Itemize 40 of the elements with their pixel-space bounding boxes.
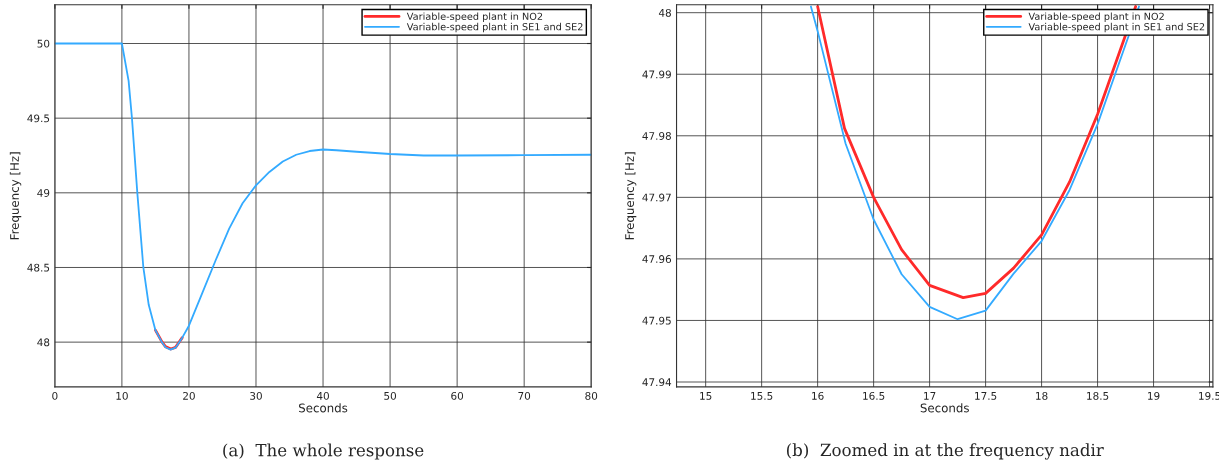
y-axis-title: Frequency [Hz] xyxy=(624,152,637,240)
y-tick-label: 49.5 xyxy=(27,114,50,123)
x-tick-label: 16.5 xyxy=(863,391,885,400)
x-tick-label: 20 xyxy=(183,391,195,400)
legend-label: Variable-speed plant in NO2 xyxy=(1028,12,1164,22)
x-tick-label: 15.5 xyxy=(751,392,773,400)
y-tick-label: 47.94 xyxy=(642,378,672,387)
x-tick-label: 40 xyxy=(316,391,329,400)
x-tick-label: 18 xyxy=(1036,391,1048,400)
y-axis-title: Frequency [Hz] xyxy=(9,152,22,240)
x-tick-label: 70 xyxy=(518,391,531,400)
y-tick-label: 47.96 xyxy=(642,255,672,263)
y-tick-label: 47.97 xyxy=(642,193,671,202)
y-tick-label: 48.5 xyxy=(27,263,50,272)
x-tick-label: 17.5 xyxy=(975,392,997,400)
text: (a) The whole response xyxy=(223,443,424,460)
x-tick-label: 0 xyxy=(52,391,58,400)
x-tick-label: 30 xyxy=(250,391,262,400)
y-tick-label: 48 xyxy=(658,8,671,17)
y-tick-label: 49 xyxy=(37,189,50,197)
x-tick-label: 19 xyxy=(1148,391,1160,400)
x-tick-label: 60 xyxy=(451,391,464,400)
x-tick-label: 50 xyxy=(384,391,397,400)
x-tick-label: 17 xyxy=(924,392,936,400)
x-axis-title: Seconds xyxy=(920,403,969,413)
x-tick-label: 16 xyxy=(812,391,824,400)
y-tick-label: 47.95 xyxy=(642,316,671,325)
x-axis-title: Seconds xyxy=(299,403,348,413)
y-tick-label: 47.99 xyxy=(642,70,671,79)
legend-label: Variable-speed plant in SE1 and SE2 xyxy=(406,22,583,33)
x-tick-label: 18.5 xyxy=(1087,391,1109,400)
legend-label: Variable-speed plant in NO2 xyxy=(406,12,543,22)
y-tick-label: 47.98 xyxy=(642,132,671,140)
x-tick-label: 80 xyxy=(585,391,598,400)
y-tick-label: 48 xyxy=(37,338,50,347)
legend-label: Variable-speed plant in SE1 and SE2 xyxy=(1028,22,1205,33)
x-tick-label: 15 xyxy=(700,392,712,400)
x-tick-label: 10 xyxy=(116,391,128,400)
y-tick-label: 50 xyxy=(37,39,50,48)
text: (b) Zoomed in at the frequency nadir xyxy=(786,443,1104,460)
